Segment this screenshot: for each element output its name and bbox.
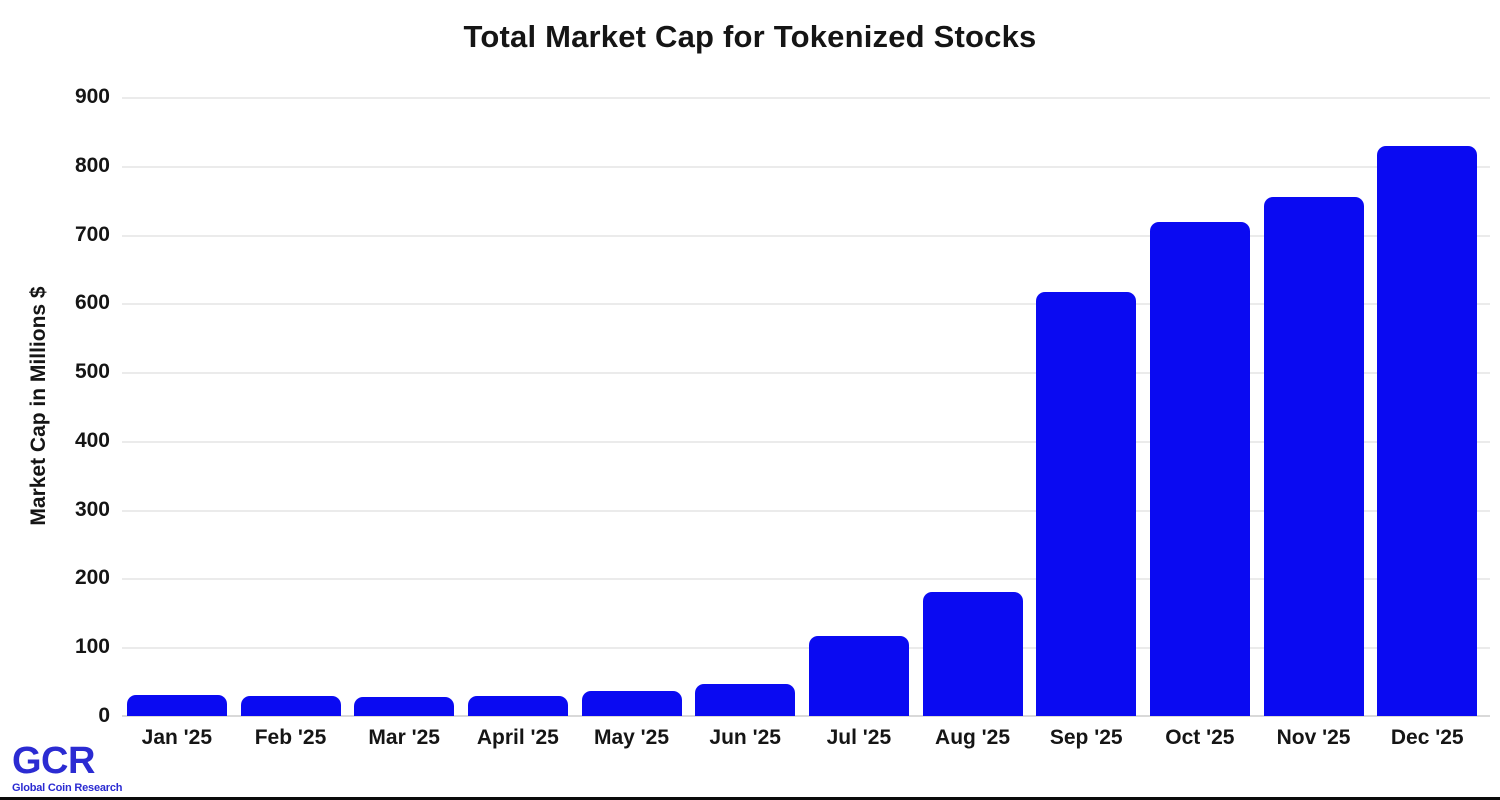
gridline-900 [122,97,1490,99]
bar-slot [802,97,916,716]
bar-feb25 [240,696,341,716]
gcr-logo: GCR Global Coin Research [12,740,123,794]
bar-may25 [581,691,682,716]
gridline-700 [122,234,1490,237]
x-axis-label: Jan '25 [141,726,213,749]
y-tick-label-600: 600 [74,291,110,315]
logo-text: GCR [12,740,95,782]
y-tick-label-800: 800 [74,153,110,177]
x-axis-label: Sep '25 [1049,726,1123,749]
plot-area [120,97,1490,717]
y-tick-label-100: 100 [74,635,110,659]
bar-nov25 [1263,197,1364,716]
bar-slot [688,97,802,716]
gridline-400 [122,440,1490,443]
bar-oct25 [1149,222,1250,716]
bar-aug25 [922,591,1023,716]
gridline-500 [122,372,1490,375]
logo-subtext: Global Coin Research [12,782,123,794]
x-axis-label: Aug '25 [935,726,1011,749]
bar-slot [1257,97,1371,716]
x-axis-label: Jul '25 [826,726,892,749]
y-tick-label-0: 0 [98,704,110,727]
x-axis-line [122,715,1490,717]
bar-jun25 [695,683,796,716]
bar-mar25 [354,697,455,716]
y-tick-label-900: 900 [74,85,110,108]
bar-sep25 [1036,291,1137,716]
x-axis-labels: Jan '25 Feb '25 Mar '25 April '25 May '25 Jun… [120,726,1484,750]
bar-jan25 [126,695,227,716]
chart-title: Total Market Cap for Tokenized Stocks [463,19,1037,54]
y-tick-label-700: 700 [74,222,110,246]
bar-slot [916,97,1030,716]
x-axis-label: May '25 [594,726,670,749]
bottom-border [0,797,1500,800]
x-axis-label: Feb '25 [254,726,327,749]
bar-april25 [467,696,568,716]
bar-slot [575,97,689,716]
gridline-600 [122,303,1490,306]
y-tick-label-200: 200 [74,566,110,590]
y-axis-title: Market Cap in Millions $ [27,286,50,526]
bar-slot [234,97,348,716]
bar-slot [120,97,234,716]
gridline-800 [122,165,1490,168]
bar-slot [1143,97,1257,716]
gridline-300 [122,509,1490,512]
x-axis-label: Jun '25 [709,726,781,749]
y-tick-label-500: 500 [74,360,110,384]
gridline-100 [122,647,1490,650]
x-axis-label: Mar '25 [368,726,440,749]
bar-dec25 [1377,145,1478,716]
bar-series [120,97,1484,716]
y-tick-label-400: 400 [74,428,110,452]
y-tick-label-300: 300 [74,497,110,521]
gridline-200 [122,578,1490,581]
bar-slot [347,97,461,716]
x-axis-label: Oct '25 [1165,726,1235,749]
x-axis-label: April '25 [476,726,559,749]
x-axis-label: Dec '25 [1390,726,1464,749]
bar-jul25 [808,636,909,716]
bar-slot [1029,97,1143,716]
x-axis-label: Nov '25 [1276,726,1351,749]
bar-slot [1370,97,1484,716]
bar-slot [461,97,575,716]
